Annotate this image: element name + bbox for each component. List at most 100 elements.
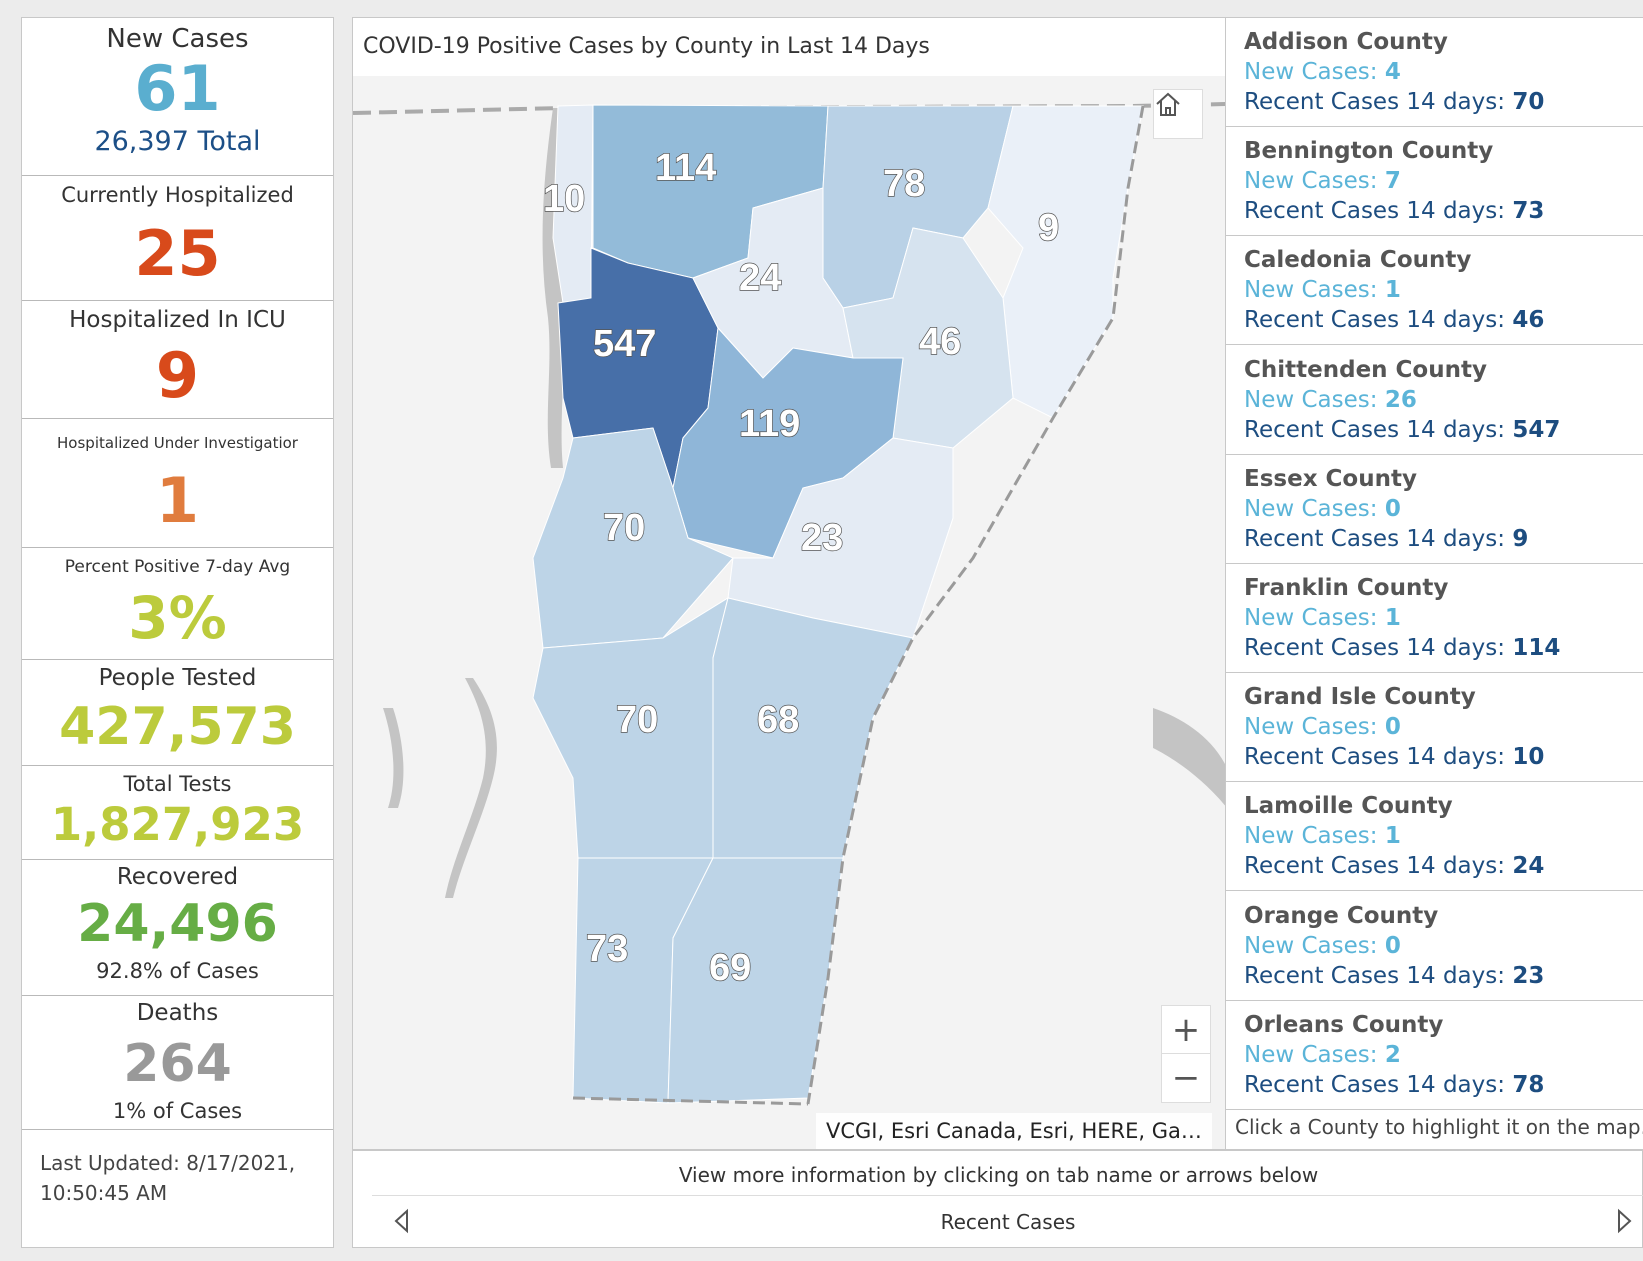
county-new-cases-value: 7 (1384, 168, 1401, 195)
hospitalized-stat: Currently Hospitalized 25 (22, 176, 333, 301)
county-recent-cases-label: Recent Cases 14 days: (1244, 744, 1505, 771)
county-recent-cases-label: Recent Cases 14 days: (1244, 525, 1505, 552)
under-investigation-value: 1 (155, 464, 200, 537)
last-updated-date: Last Updated: 8/17/2021, (40, 1151, 296, 1175)
county-recent-cases-label: Recent Cases 14 days: (1244, 962, 1505, 989)
under-investigation-label: Hospitalized Under Investigatior (57, 434, 298, 452)
tab-recent-cases[interactable]: Recent Cases (940, 1210, 1076, 1234)
home-icon-glyph (1156, 92, 1180, 116)
county-new-cases: New Cases: 2 (1244, 1040, 1643, 1070)
county-list-item[interactable]: Orange County New Cases: 0 Recent Cases 14… (1226, 892, 1643, 1001)
county-recent-cases: Recent Cases 14 days: 23 (1244, 961, 1643, 991)
last-updated-time: 10:50:45 AM (40, 1181, 168, 1205)
label-franklin: 114 (655, 147, 716, 189)
county-name: Caledonia County (1244, 247, 1472, 274)
county-list-item[interactable]: Caledonia County New Cases: 1 Recent Cases… (1226, 236, 1643, 346)
people-tested-stat: People Tested 427,573 (22, 660, 333, 766)
people-tested-value: 427,573 (59, 697, 296, 757)
county-new-cases-value: 1 (1384, 605, 1401, 631)
county-new-cases-label: New Cases: (1244, 386, 1378, 413)
total-cases: 26,397 Total (94, 126, 261, 157)
nh-border (806, 105, 1145, 1105)
county-list-item[interactable]: Chittenden County New Cases: 26 Recent Cas… (1226, 346, 1643, 455)
county-name: Franklin County (1244, 575, 1449, 601)
county-list-item[interactable]: Lamoille County New Cases: 1 Recent Cases … (1226, 782, 1643, 892)
county-name: Essex County (1244, 465, 1417, 492)
chevron-left-icon[interactable] (390, 1208, 414, 1234)
county-new-cases: New Cases: 4 (1244, 57, 1643, 87)
label-orleans: 78 (883, 163, 925, 205)
county-name: Addison County (1244, 29, 1448, 55)
county-new-cases-label: New Cases: (1244, 168, 1378, 195)
recovered-stat: Recovered 24,496 92.8% of Cases (22, 860, 333, 996)
under-investigation-stat: Hospitalized Under Investigatior 1 (22, 419, 333, 548)
new-cases-stat: New Cases 61 26,397 Total (22, 18, 333, 176)
county-new-cases-value: 0 (1384, 714, 1401, 741)
county-new-cases-value: 4 (1384, 59, 1401, 85)
label-orange: 23 (801, 517, 843, 559)
recovered-label: Recovered (116, 864, 239, 890)
deaths-stat: Deaths 264 1% of Cases (22, 996, 333, 1130)
county-recent-cases-label: Recent Cases 14 days: (1244, 853, 1505, 880)
county-list-item[interactable]: Bennington County New Cases: 7 Recent Case… (1226, 127, 1643, 237)
lake-shape-east (1153, 708, 1225, 806)
county-list-item[interactable]: Essex County New Cases: 0 Recent Cases 14 … (1226, 455, 1643, 564)
county-windsor[interactable] (712, 597, 914, 859)
label-washington: 119 (739, 403, 800, 445)
lake-george (445, 678, 497, 898)
county-new-cases: New Cases: 0 (1244, 931, 1643, 961)
deaths-percent: 1% of Cases (112, 1099, 243, 1123)
county-name: Lamoille County (1244, 793, 1453, 820)
county-recent-cases: Recent Cases 14 days: 9 (1244, 524, 1643, 554)
icu-label: Hospitalized In ICU (69, 307, 286, 333)
label-grand-isle: 10 (543, 178, 585, 220)
county-name: Orleans County (1244, 1011, 1444, 1038)
county-recent-cases: Recent Cases 14 days: 10 (1244, 742, 1643, 772)
county-recent-cases-value: 547 (1512, 416, 1561, 443)
county-recent-cases-label: Recent Cases 14 days: (1244, 307, 1505, 334)
chevron-right-icon[interactable] (1612, 1208, 1636, 1234)
mass-border (572, 1096, 809, 1106)
county-recent-cases: Recent Cases 14 days: 46 (1244, 305, 1643, 335)
county-new-cases-label: New Cases: (1244, 277, 1378, 304)
county-list-item[interactable]: Grand Isle County New Cases: 0 Recent Case… (1226, 673, 1643, 783)
county-addison[interactable] (532, 427, 734, 649)
county-new-cases-label: New Cases: (1244, 932, 1378, 959)
county-new-cases-label: New Cases: (1244, 605, 1378, 631)
county-hint: Click a County to highlight it on the ma… (1235, 1115, 1643, 1139)
stats-panel: New Cases 61 26,397 Total Currently Hosp… (21, 17, 334, 1248)
map-canvas[interactable]: 114 78 9 10 24 547 46 119 70 23 70 68 73… (353, 18, 1226, 1150)
label-windsor: 68 (757, 699, 799, 741)
recovered-percent: 92.8% of Cases (96, 959, 259, 983)
county-recent-cases-value: 10 (1512, 744, 1545, 771)
zoom-out-button[interactable]: − (1161, 1053, 1211, 1103)
label-addison: 70 (603, 507, 645, 549)
county-new-cases: New Cases: 26 (1244, 385, 1643, 415)
percent-positive-value: 3% (128, 584, 227, 652)
people-tested-label: People Tested (98, 665, 257, 691)
county-name: Grand Isle County (1244, 684, 1476, 711)
home-icon[interactable] (1153, 89, 1203, 139)
county-new-cases: New Cases: 1 (1244, 275, 1643, 305)
tab-strip: Recent Cases (372, 1195, 1643, 1246)
county-new-cases-value: 1 (1384, 277, 1401, 304)
county-new-cases-value: 0 (1384, 932, 1401, 959)
county-list-item[interactable]: Addison County New Cases: 4 Recent Cases 1… (1226, 18, 1643, 127)
county-new-cases-value: 1 (1384, 823, 1401, 850)
county-recent-cases: Recent Cases 14 days: 547 (1244, 415, 1643, 445)
county-list-item[interactable]: Orleans County New Cases: 2 Recent Cases 1… (1226, 1001, 1643, 1110)
county-new-cases-label: New Cases: (1244, 823, 1378, 850)
lake-shape (383, 708, 404, 808)
total-tests-stat: Total Tests 1,827,923 (22, 766, 333, 860)
county-recent-cases-value: 24 (1512, 853, 1545, 880)
county-list-item[interactable]: Franklin County New Cases: 1 Recent Cases … (1226, 564, 1643, 673)
label-windham: 69 (709, 947, 751, 989)
county-map[interactable]: COVID-19 Positive Cases by County in Las… (352, 17, 1226, 1150)
county-recent-cases: Recent Cases 14 days: 78 (1244, 1070, 1643, 1100)
zoom-in-button[interactable]: + (1161, 1005, 1211, 1055)
county-recent-cases-value: 46 (1512, 307, 1545, 334)
label-bennington: 73 (586, 928, 628, 970)
county-name: Orange County (1244, 902, 1439, 929)
label-chittenden: 547 (593, 323, 656, 365)
label-lamoille: 24 (739, 257, 781, 299)
